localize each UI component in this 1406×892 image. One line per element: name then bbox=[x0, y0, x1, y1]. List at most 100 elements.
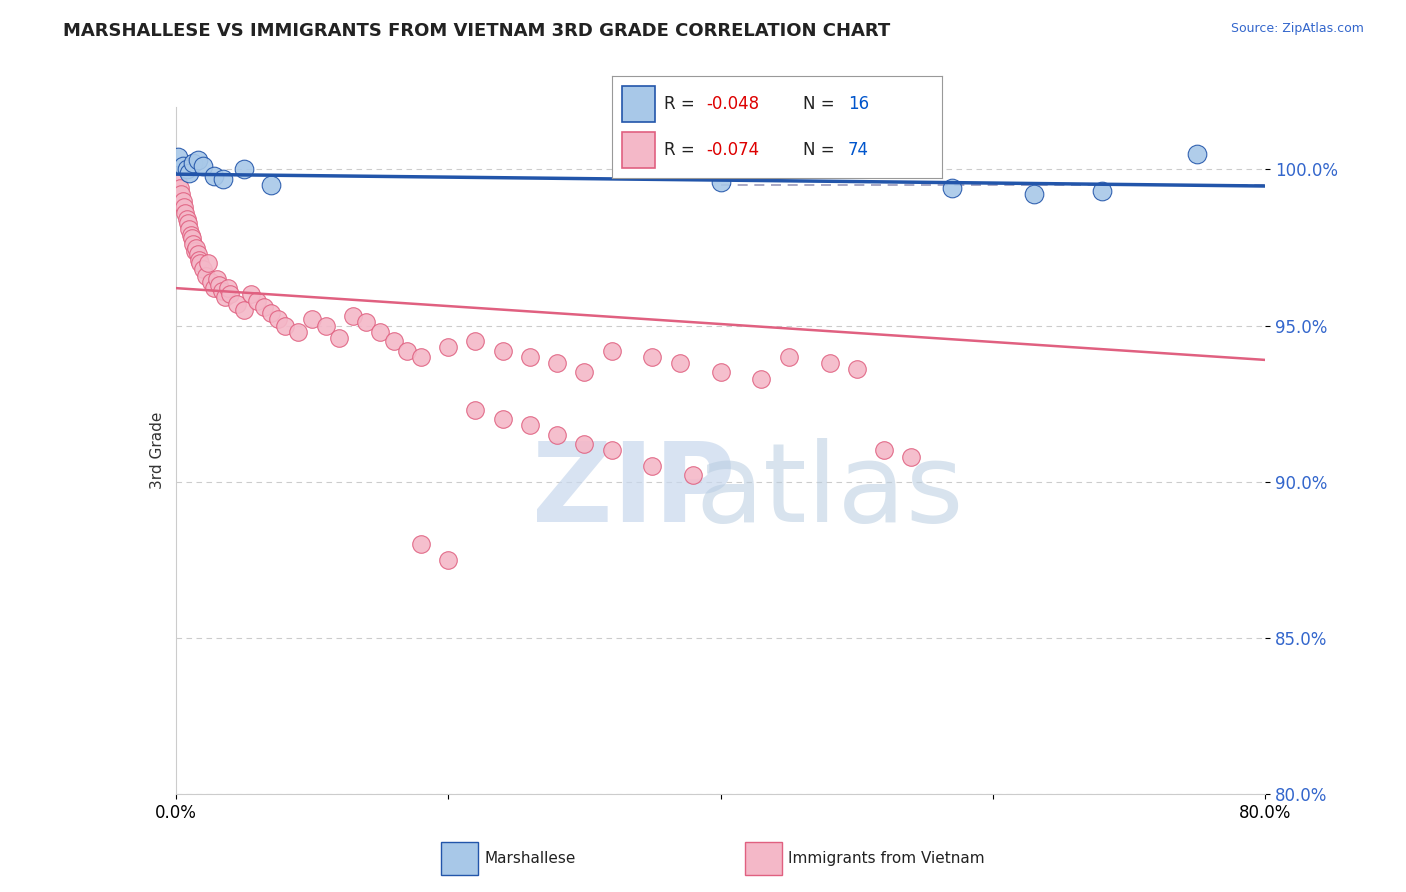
Point bbox=[574, 366, 596, 380]
Text: 74: 74 bbox=[848, 141, 869, 159]
Point bbox=[845, 362, 868, 376]
Text: 16: 16 bbox=[848, 95, 869, 113]
Point bbox=[208, 278, 231, 293]
Point bbox=[641, 350, 664, 364]
Point bbox=[211, 285, 233, 299]
Point bbox=[226, 297, 249, 311]
Point bbox=[492, 343, 515, 358]
Text: -0.048: -0.048 bbox=[706, 95, 759, 113]
Point bbox=[172, 194, 194, 208]
Point bbox=[169, 181, 191, 195]
Point bbox=[1187, 147, 1209, 161]
Point bbox=[600, 443, 623, 458]
Bar bbox=[441, 842, 478, 874]
Point bbox=[900, 450, 922, 464]
Text: R =: R = bbox=[665, 95, 700, 113]
Point bbox=[873, 443, 896, 458]
Point bbox=[437, 341, 460, 355]
Point bbox=[179, 165, 201, 179]
Text: N =: N = bbox=[803, 95, 841, 113]
Point bbox=[396, 343, 419, 358]
Point bbox=[600, 343, 623, 358]
Point bbox=[342, 310, 364, 324]
Text: -0.074: -0.074 bbox=[706, 141, 759, 159]
Point bbox=[368, 325, 391, 339]
Point bbox=[1091, 185, 1114, 199]
Point bbox=[778, 350, 800, 364]
Point bbox=[180, 227, 202, 242]
Text: MARSHALLESE VS IMMIGRANTS FROM VIETNAM 3RD GRADE CORRELATION CHART: MARSHALLESE VS IMMIGRANTS FROM VIETNAM 3… bbox=[63, 22, 890, 40]
Point bbox=[464, 403, 486, 417]
Point bbox=[519, 418, 541, 433]
Point bbox=[941, 181, 963, 195]
Point bbox=[409, 537, 432, 551]
Point bbox=[232, 303, 254, 318]
Point bbox=[167, 175, 190, 189]
Point bbox=[710, 175, 733, 189]
Point bbox=[197, 256, 219, 270]
Point bbox=[188, 256, 211, 270]
Point bbox=[641, 459, 664, 474]
Point bbox=[668, 356, 690, 370]
Point bbox=[186, 247, 209, 261]
Point bbox=[710, 366, 733, 380]
Point bbox=[356, 316, 378, 330]
Point bbox=[200, 275, 222, 289]
Point bbox=[682, 468, 704, 483]
Point bbox=[202, 281, 225, 295]
Point bbox=[176, 212, 198, 227]
Point bbox=[186, 153, 209, 168]
Bar bbox=[745, 842, 782, 874]
Point bbox=[818, 356, 841, 370]
Point bbox=[217, 281, 239, 295]
Point bbox=[519, 350, 541, 364]
Text: Immigrants from Vietnam: Immigrants from Vietnam bbox=[789, 851, 986, 866]
Text: R =: R = bbox=[665, 141, 700, 159]
Point bbox=[212, 171, 235, 186]
Text: Marshallese: Marshallese bbox=[485, 851, 576, 866]
Bar bbox=[621, 87, 655, 122]
Point bbox=[437, 553, 460, 567]
Point bbox=[464, 334, 486, 349]
Point bbox=[205, 272, 228, 286]
Point bbox=[194, 268, 217, 283]
Point bbox=[191, 160, 214, 174]
Point bbox=[179, 222, 201, 236]
Point bbox=[176, 162, 198, 177]
Point bbox=[184, 244, 207, 258]
Point bbox=[170, 187, 193, 202]
Text: ZIP: ZIP bbox=[531, 438, 735, 545]
Point bbox=[301, 312, 323, 326]
Point bbox=[186, 241, 208, 255]
Point bbox=[751, 372, 773, 386]
Text: atlas: atlas bbox=[696, 438, 963, 545]
Point bbox=[492, 412, 515, 426]
Point bbox=[173, 200, 195, 214]
Point bbox=[546, 356, 568, 370]
Point bbox=[382, 334, 405, 349]
Point bbox=[246, 293, 269, 308]
Point bbox=[232, 162, 254, 177]
Point bbox=[574, 437, 596, 451]
Text: Source: ZipAtlas.com: Source: ZipAtlas.com bbox=[1230, 22, 1364, 36]
Point bbox=[409, 350, 432, 364]
Point bbox=[172, 160, 194, 174]
Point bbox=[219, 287, 242, 301]
Point bbox=[1022, 187, 1045, 202]
Point bbox=[287, 325, 309, 339]
Point bbox=[546, 428, 568, 442]
Point bbox=[239, 287, 262, 301]
Point bbox=[181, 231, 204, 245]
Point bbox=[253, 300, 276, 314]
Point bbox=[267, 312, 290, 326]
Point bbox=[191, 262, 214, 277]
Bar bbox=[621, 132, 655, 168]
Point bbox=[167, 150, 190, 164]
Point bbox=[202, 169, 225, 183]
Point bbox=[214, 291, 236, 305]
Point bbox=[177, 216, 200, 230]
Point bbox=[260, 178, 283, 193]
Point bbox=[260, 306, 283, 320]
Point bbox=[187, 253, 209, 268]
Point bbox=[274, 318, 297, 333]
